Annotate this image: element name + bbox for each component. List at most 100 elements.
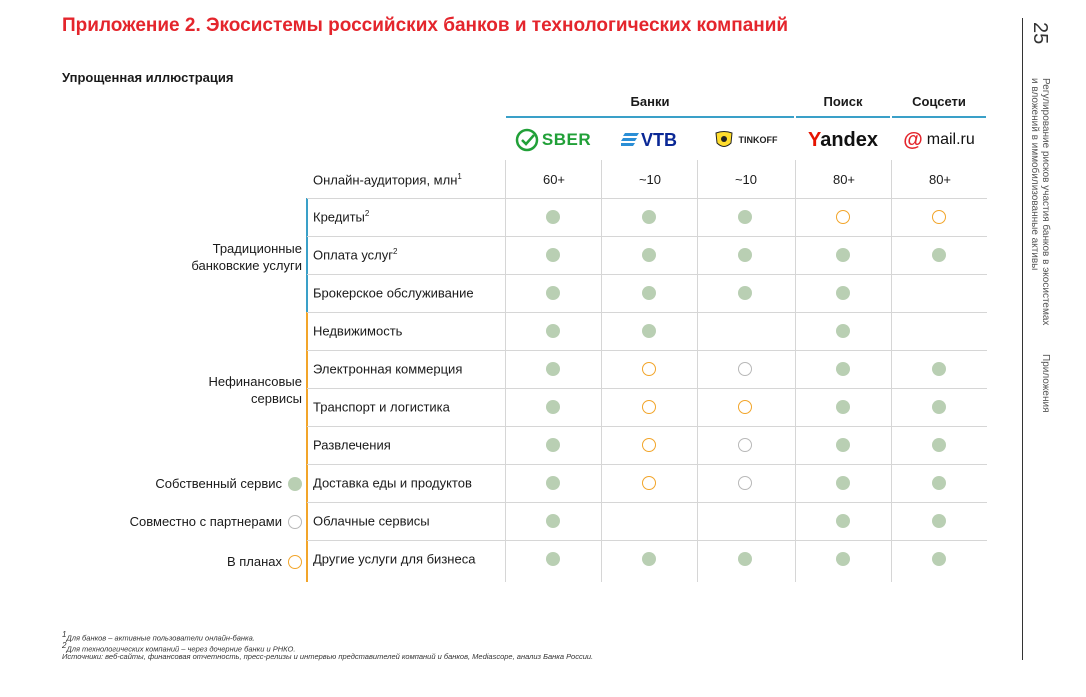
footnote-2-text: Для технологических компаний – через доч… xyxy=(66,644,296,654)
row-label: Транспорт и логистика xyxy=(313,399,450,414)
own-marker xyxy=(738,286,752,300)
row-label-text: Электронная коммерция xyxy=(313,361,463,377)
partner-marker xyxy=(738,476,752,490)
own-marker xyxy=(836,324,850,338)
partner-marker xyxy=(738,438,752,452)
tinkoff-logo-text: TINKOFF xyxy=(738,135,778,145)
category-nonfinancial: Нефинансовые сервисы xyxy=(208,374,302,406)
row-separator xyxy=(307,540,987,541)
footnote-2: 2Для технологических компаний – через до… xyxy=(62,641,295,654)
own-marker xyxy=(546,476,560,490)
plan-marker xyxy=(738,400,752,414)
audience-value-vtb: ~10 xyxy=(638,172,662,187)
group-social-underline xyxy=(892,116,986,118)
footnote-sources: Источники: веб-сайты, финансовая отчетно… xyxy=(62,652,594,661)
plan-marker xyxy=(836,210,850,224)
row-label-text: Развлечения xyxy=(313,437,391,453)
row-label: Облачные сервисы xyxy=(313,513,430,528)
row-label-sup: 2 xyxy=(393,247,398,256)
row-label-text: Недвижимость xyxy=(313,323,403,339)
row-label-text: Другие услуги для бизнеса xyxy=(313,551,476,567)
plan-marker xyxy=(642,476,656,490)
sber-logo: SBER xyxy=(506,126,600,154)
running-head-section: Приложения xyxy=(1040,354,1051,413)
audience-value-tinkoff: ~10 xyxy=(734,172,758,187)
vtb-mark-icon xyxy=(621,133,639,146)
own-marker xyxy=(642,248,656,262)
row-separator xyxy=(307,464,987,465)
row-separator xyxy=(307,274,987,275)
nonfinancial-category-bar xyxy=(306,312,308,582)
grid-col-line xyxy=(697,160,698,582)
legend-own-dot xyxy=(288,477,302,491)
row-label-sup: 2 xyxy=(364,209,370,218)
own-marker xyxy=(546,514,560,528)
group-banks-header: Банки xyxy=(630,94,670,109)
row-label-text: Транспорт и логистика xyxy=(313,399,450,415)
own-marker xyxy=(836,286,850,300)
side-rule xyxy=(1022,18,1023,660)
grid-col-line xyxy=(505,160,506,582)
sber-mark-icon xyxy=(515,128,539,152)
legend-partner-label: Совместно с партнерами xyxy=(129,514,282,529)
at-icon: @ xyxy=(903,128,923,151)
row-separator xyxy=(307,350,987,351)
own-marker xyxy=(932,362,946,376)
audience-label-text: Онлайн-аудитория, млн xyxy=(313,172,458,188)
legend-own-label: Собственный сервис xyxy=(155,476,282,491)
own-marker xyxy=(546,362,560,376)
plan-marker xyxy=(642,400,656,414)
row-label: Другие услуги для бизнеса xyxy=(313,551,475,566)
row-label-text: Кредиты xyxy=(313,209,365,225)
sber-logo-text: SBER xyxy=(541,130,592,149)
own-marker xyxy=(932,476,946,490)
group-banks-underline xyxy=(506,116,794,118)
own-marker xyxy=(932,552,946,566)
legend-partner-dot xyxy=(288,515,302,529)
row-label-text: Оплата услуг xyxy=(313,247,394,263)
footnote-1-mark: 1 xyxy=(62,630,67,639)
row-label: Недвижимость xyxy=(313,323,402,338)
group-search-underline xyxy=(796,116,890,118)
own-marker xyxy=(836,514,850,528)
grid-col-line xyxy=(795,160,796,582)
own-marker xyxy=(546,286,560,300)
row-label: Кредиты2 xyxy=(313,209,369,224)
row-separator xyxy=(307,312,987,313)
footnote-1: 1Для банков – активные пользователи онла… xyxy=(62,630,255,643)
own-marker xyxy=(836,476,850,490)
group-social-header: Соцсети xyxy=(912,94,966,109)
own-marker xyxy=(642,324,656,338)
own-marker xyxy=(546,400,560,414)
own-marker xyxy=(642,552,656,566)
plan-marker xyxy=(932,210,946,224)
own-marker xyxy=(932,438,946,452)
vtb-logo: VTB xyxy=(602,126,696,154)
mailru-logo: @ mail.ru xyxy=(892,126,986,154)
row-label: Оплата услуг2 xyxy=(313,247,397,262)
row-separator xyxy=(307,502,987,503)
plan-marker xyxy=(642,362,656,376)
row-label: Доставка еды и продуктов xyxy=(313,475,472,490)
mailru-logo-text: mail.ru xyxy=(926,131,975,148)
yandex-logo-rest: andex xyxy=(820,128,879,151)
grid-col-line xyxy=(891,160,892,582)
row-label-text: Облачные сервисы xyxy=(313,513,430,529)
own-marker xyxy=(932,514,946,528)
group-search-header: Поиск xyxy=(823,94,863,109)
own-marker xyxy=(546,210,560,224)
audience-value-yandex: 80+ xyxy=(832,172,856,187)
grid-col-line xyxy=(601,160,602,582)
row-separator xyxy=(307,388,987,389)
plan-marker xyxy=(642,438,656,452)
own-marker xyxy=(738,248,752,262)
own-marker xyxy=(546,324,560,338)
footnote-2-mark: 2 xyxy=(62,641,67,650)
page-title: Приложение 2. Экосистемы российских банк… xyxy=(62,15,789,36)
yandex-logo: Yandex xyxy=(796,126,890,154)
audience-value-mailru: 80+ xyxy=(928,172,952,187)
own-marker xyxy=(738,210,752,224)
own-marker xyxy=(546,248,560,262)
row-label-text: Брокерское обслуживание xyxy=(313,285,474,301)
yandex-logo-text: Yandex xyxy=(808,129,878,152)
